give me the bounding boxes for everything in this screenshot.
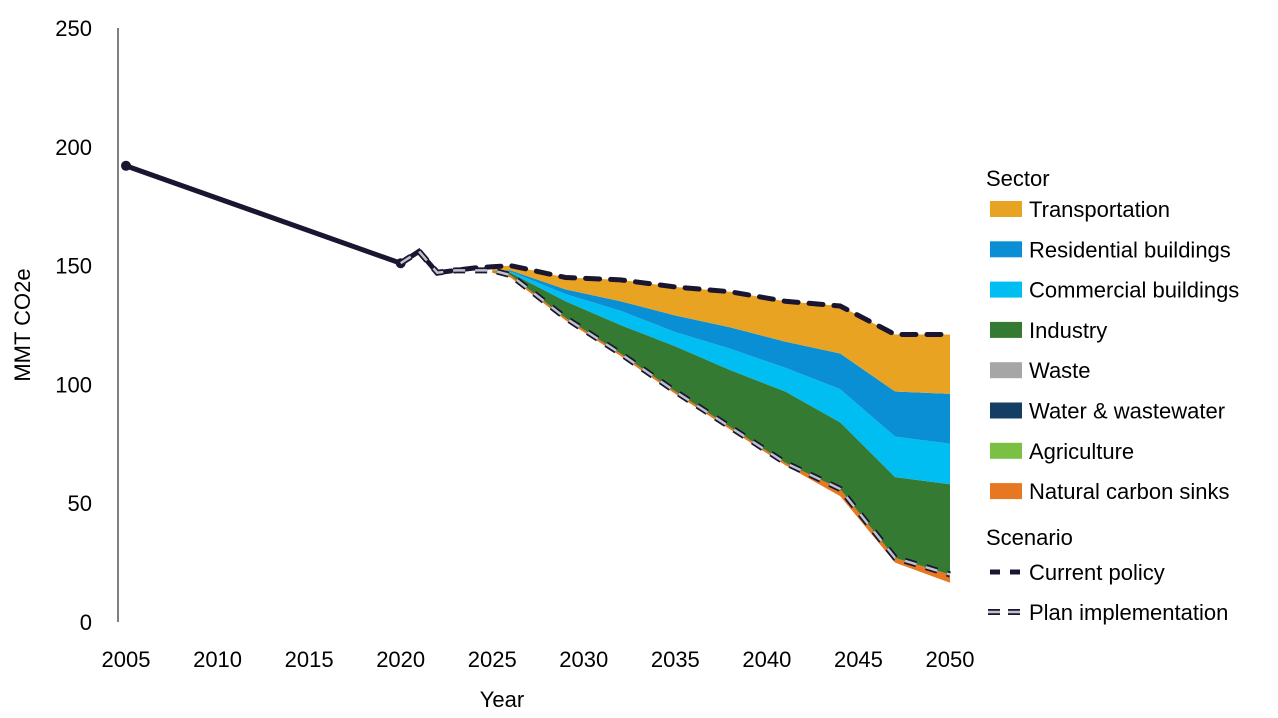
area-industry — [492, 270, 950, 575]
legend-swatch-water-wastewater — [990, 402, 1022, 419]
y-axis-label: MMT CO2e — [10, 268, 35, 381]
legend-sector-title: Sector — [986, 166, 1050, 191]
x-tick-label: 2005 — [102, 647, 151, 672]
legend-scenario-title: Scenario — [986, 525, 1073, 550]
x-tick-label: 2025 — [468, 647, 517, 672]
legend-label: Commercial buildings — [1029, 278, 1239, 303]
area-commercial-buildings — [492, 270, 950, 485]
x-tick-label: 2045 — [834, 647, 883, 672]
y-tick-label: 250 — [55, 16, 92, 41]
legend-swatch-industry — [990, 321, 1022, 338]
x-tick-label: 2010 — [193, 647, 242, 672]
legend-swatch-residential-buildings — [990, 241, 1022, 258]
x-tick-label: 2015 — [285, 647, 334, 672]
legend-label: Transportation — [1029, 197, 1170, 222]
legend-swatch-commercial-buildings — [990, 281, 1022, 298]
x-tick-label: 2035 — [651, 647, 700, 672]
legend-label: Current policy — [1029, 560, 1165, 585]
legend-swatch-transportation — [990, 201, 1022, 217]
legend-swatch-agriculture — [990, 442, 1022, 459]
area-transportation — [492, 265, 950, 394]
y-tick-label: 0 — [80, 610, 92, 635]
area-residential-buildings — [492, 270, 950, 444]
legend-label: Residential buildings — [1029, 237, 1231, 262]
y-tick-label: 100 — [55, 372, 92, 397]
x-tick-label: 2030 — [559, 647, 608, 672]
y-tick-label: 50 — [68, 491, 92, 516]
legend-label: Water & wastewater — [1029, 399, 1225, 424]
legend-label: Waste — [1029, 358, 1091, 383]
legend-label: Plan implementation — [1029, 600, 1228, 625]
x-tick-label: 2040 — [742, 647, 791, 672]
current-policy-line — [434, 263, 953, 338]
legend-label: Natural carbon sinks — [1029, 479, 1230, 504]
legend-label: Industry — [1029, 318, 1107, 343]
x-tick-label: 2020 — [376, 647, 425, 672]
y-tick-label: 150 — [55, 254, 92, 279]
x-axis-label: Year — [480, 687, 524, 712]
x-tick-label: 2050 — [926, 647, 975, 672]
y-tick-label: 200 — [55, 135, 92, 160]
historical-point — [121, 160, 131, 171]
legend-swatch-natural-carbon-sinks — [990, 483, 1022, 500]
legend-label: Agriculture — [1029, 439, 1134, 464]
legend-swatch-waste — [990, 362, 1022, 379]
historical-line — [125, 163, 440, 275]
